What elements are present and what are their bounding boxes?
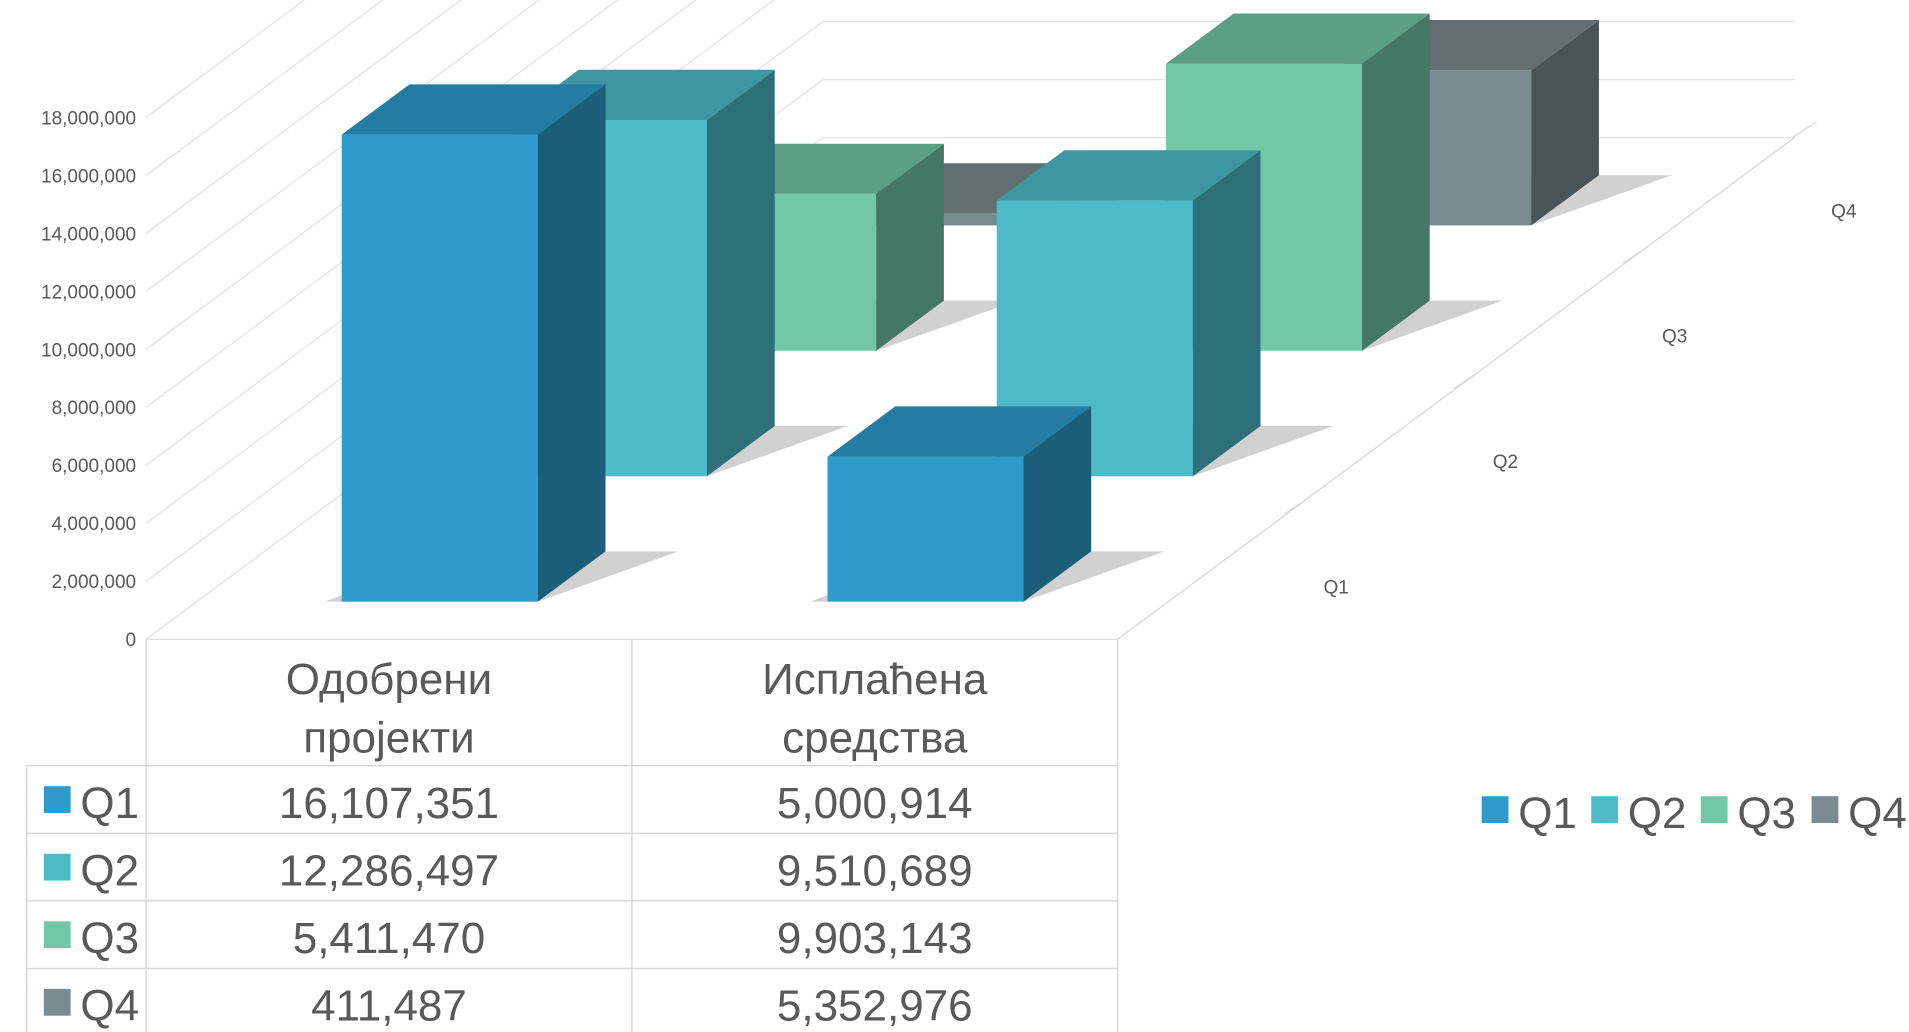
data-table: Одобрени пројекти Исплаћена средства Q1 16,10…	[26, 639, 1119, 1032]
bar-side-face	[876, 143, 944, 351]
y-tick-label: 10,000,000	[41, 340, 136, 361]
bar-front-face	[827, 456, 1024, 602]
depth-axis-labels: Q1 Q2 Q3 Q4	[1323, 201, 1856, 598]
table-row-label: Q2	[80, 846, 139, 895]
table-cell: 5,000,914	[777, 779, 973, 828]
depth-label: Q2	[1493, 452, 1518, 473]
legend-label: Q2	[1628, 789, 1687, 838]
y-tick-label: 6,000,000	[52, 456, 137, 477]
legend-label: Q3	[1737, 789, 1796, 838]
bar-side-face	[537, 84, 606, 602]
legend-label: Q4	[1848, 789, 1907, 838]
bar-series	[324, 13, 1672, 602]
bar-side-face	[1023, 406, 1092, 602]
depth-label: Q1	[1323, 578, 1348, 599]
legend: Q1 Q2 Q3 Q4	[1481, 789, 1907, 838]
legend-swatch	[1700, 796, 1728, 824]
table-cell: 5,352,976	[777, 982, 973, 1031]
depth-label: Q4	[1831, 201, 1857, 222]
table-row-label: Q4	[80, 982, 139, 1031]
bar-top-face	[827, 406, 1092, 457]
legend-swatch	[1591, 796, 1619, 824]
table-row-label: Q3	[80, 914, 139, 963]
y-tick-label: 0	[126, 630, 137, 651]
depth-tick	[1453, 372, 1479, 389]
table-cell: 12,286,497	[279, 846, 499, 895]
bar-top-face	[341, 84, 606, 135]
gridline	[145, 0, 463, 234]
table-legend-key	[43, 786, 71, 813]
table-header: Исплаћена средства	[762, 655, 988, 762]
bar-top-face	[996, 150, 1261, 201]
table-cell: 9,510,689	[777, 846, 973, 895]
bar-front-face	[341, 134, 538, 602]
y-tick-label: 16,000,000	[41, 166, 136, 187]
y-tick-label: 12,000,000	[41, 282, 136, 303]
y-tick-label: 18,000,000	[41, 108, 136, 129]
gridline	[145, 0, 384, 176]
bar-top-face	[1166, 13, 1430, 64]
y-tick-label: 14,000,000	[41, 224, 136, 245]
table-legend-key	[43, 921, 71, 949]
legend-swatch	[1481, 796, 1509, 824]
table-legend-key	[43, 988, 71, 1016]
legend-swatch	[1811, 796, 1839, 824]
table-cell: 9,903,143	[777, 914, 973, 963]
table-legend-key	[43, 853, 71, 881]
table-cell: 411,487	[311, 982, 467, 1031]
bar-side-face	[1531, 20, 1599, 226]
floor-right-edge	[1117, 137, 1795, 640]
depth-tick	[1284, 497, 1310, 515]
bar	[324, 84, 679, 602]
bar-side-face	[1362, 13, 1430, 351]
y-tick-label: 8,000,000	[52, 398, 137, 419]
legend-label: Q1	[1518, 789, 1577, 838]
depth-label: Q3	[1662, 327, 1687, 348]
y-tick-label: 4,000,000	[52, 514, 137, 535]
bar	[810, 406, 1165, 602]
y-axis-tick-labels: 0 2,000,000 4,000,000 6,000,000 8,000,000 10,…	[41, 108, 136, 651]
y-tick-label: 2,000,000	[52, 572, 137, 593]
bar-side-face	[707, 69, 775, 477]
table-header: Одобрени пројекти	[286, 655, 492, 762]
depth-tick	[1622, 246, 1648, 264]
table-cell: 5,411,470	[293, 914, 485, 963]
bar-side-face	[1192, 150, 1261, 477]
table-row-label: Q1	[80, 779, 139, 828]
table-cell: 16,107,351	[279, 779, 499, 828]
depth-tick	[1792, 121, 1817, 139]
